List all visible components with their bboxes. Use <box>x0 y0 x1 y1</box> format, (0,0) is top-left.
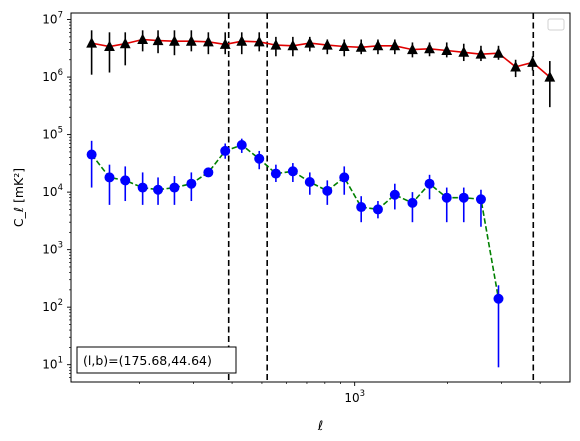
series-1-marker <box>220 145 231 156</box>
series-1-marker <box>407 197 418 208</box>
series-1-marker <box>203 167 214 178</box>
series-1-marker <box>304 176 315 187</box>
series-0-marker <box>475 48 487 59</box>
series-0-marker <box>169 35 180 46</box>
series-1-marker <box>169 182 180 193</box>
series-0-marker <box>424 42 435 54</box>
series-0-marker <box>270 39 282 50</box>
y-tick-label: 103 <box>42 241 63 257</box>
series-0-marker <box>119 37 131 49</box>
y-tick-label: 105 <box>42 126 63 142</box>
series-1-marker <box>441 192 452 203</box>
series-0-marker <box>407 43 418 55</box>
series-0-marker <box>544 71 556 82</box>
y-tick-label: 102 <box>42 298 63 314</box>
series-1-marker <box>389 189 400 200</box>
series-0-marker <box>304 37 316 48</box>
series-0-marker <box>441 44 453 55</box>
series-1-marker <box>104 172 115 183</box>
series-1-marker <box>322 185 333 196</box>
axes-frame <box>70 12 571 383</box>
x-tick-label: 103 <box>344 389 365 405</box>
series-0-marker <box>137 33 149 45</box>
series-0-marker <box>152 34 164 46</box>
series-0-marker <box>202 35 214 47</box>
y-tick-label: 101 <box>42 356 63 372</box>
series-1-marker <box>137 182 148 193</box>
annotation-frame <box>76 346 237 374</box>
series-1-marker <box>475 194 486 205</box>
series-1-marker <box>186 178 197 189</box>
y-tick-label: 107 <box>42 11 63 27</box>
series-1-marker <box>339 172 350 183</box>
series-1-marker <box>372 204 383 215</box>
series-1-marker <box>153 184 164 195</box>
series-1-marker <box>270 168 281 179</box>
series-1-marker <box>86 149 97 160</box>
series-1-marker <box>424 178 435 189</box>
series-0-marker <box>338 40 350 52</box>
series-0-marker <box>372 39 384 51</box>
series-1-marker <box>458 192 469 203</box>
y-axis-label: C_ℓ [mK²] <box>11 168 26 227</box>
series-0-marker <box>185 35 197 46</box>
plot-area <box>86 13 556 382</box>
series-1-marker <box>287 166 298 177</box>
annotation-text: (l,b)=(175.68,44.64) <box>83 353 212 368</box>
series-0-marker <box>104 40 115 52</box>
series-1-marker <box>254 153 265 164</box>
series-0-marker <box>86 37 98 48</box>
x-axis-label: ℓ <box>317 419 323 434</box>
y-tick-label: 104 <box>42 183 63 199</box>
series-1-marker <box>236 139 247 150</box>
series-0-marker <box>493 47 504 58</box>
y-tick-label: 106 <box>42 68 63 84</box>
series-0-marker <box>527 56 538 67</box>
series-0-marker <box>287 39 299 51</box>
series-1-marker <box>493 293 504 304</box>
series-0-marker <box>219 38 231 49</box>
series-1-marker <box>120 175 131 186</box>
series-0-marker <box>458 46 470 57</box>
series-0-marker <box>321 39 333 50</box>
series-0-line <box>91 38 551 78</box>
annotation-box: (l,b)=(175.68,44.64) <box>76 346 237 374</box>
series-0-marker <box>236 35 248 46</box>
legend-box <box>547 18 565 31</box>
series-1-marker <box>356 202 367 213</box>
series-0-marker <box>510 60 522 72</box>
series-0-marker <box>355 41 367 52</box>
series-0-marker <box>253 35 265 47</box>
series-0-marker <box>389 39 401 51</box>
